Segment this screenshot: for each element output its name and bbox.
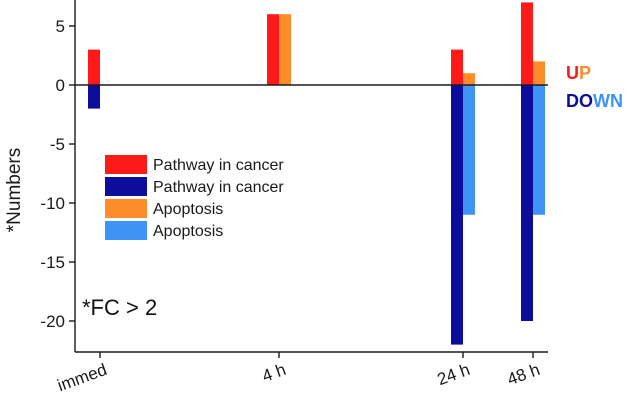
bar-up-0-3 — [521, 2, 533, 85]
y-tick-label: 0 — [56, 76, 65, 95]
bar-down-1-0 — [88, 85, 100, 109]
bar-up-0-0 — [88, 49, 100, 85]
fc-annotation: *FC > 2 — [82, 295, 157, 320]
legend-swatch — [105, 155, 147, 174]
legend-label: Apoptosis — [153, 201, 223, 218]
bar-down-1-3 — [521, 85, 533, 321]
legend-label: Pathway in cancer — [153, 179, 284, 196]
bar-up-2-1 — [279, 14, 291, 86]
up-label-letter-2: P — [579, 63, 591, 83]
x-tick-label: immed — [55, 360, 109, 395]
legend: Pathway in cancer Pathway in cancer Apopto… — [105, 155, 284, 240]
bar-up-2-3 — [533, 61, 545, 85]
bar-down-1-2 — [451, 85, 463, 345]
y-tick-label: -5 — [50, 135, 65, 154]
legend-swatch — [105, 199, 147, 218]
up-label-letter-1: U — [566, 63, 579, 83]
y-tick-label: -20 — [40, 312, 65, 331]
bar-down-3-2 — [463, 85, 475, 215]
bar-up-2-2 — [463, 73, 475, 85]
legend-label: Pathway in cancer — [153, 157, 284, 174]
y-tick-label: -15 — [40, 253, 65, 272]
y-tick-label: -10 — [40, 194, 65, 213]
y-axis-title: *Numbers — [4, 148, 25, 232]
up-label: UP — [566, 63, 591, 83]
x-tick-label: 48 h — [505, 360, 543, 389]
legend-swatch — [105, 221, 147, 240]
down-label-part-2: WN — [593, 91, 623, 111]
down-label: DOWN — [566, 91, 623, 111]
x-tick-label: 24 h — [435, 360, 473, 389]
y-tick-label: 5 — [56, 17, 65, 36]
bars-layer — [88, 2, 545, 345]
bar-up-0-1 — [267, 14, 279, 86]
down-label-part-1: DO — [566, 91, 593, 111]
legend-swatch — [105, 177, 147, 196]
x-tick-label: 4 h — [260, 360, 289, 386]
legend-label: Apoptosis — [153, 223, 223, 240]
bar-down-3-3 — [533, 85, 545, 215]
bar-up-0-2 — [451, 49, 463, 85]
